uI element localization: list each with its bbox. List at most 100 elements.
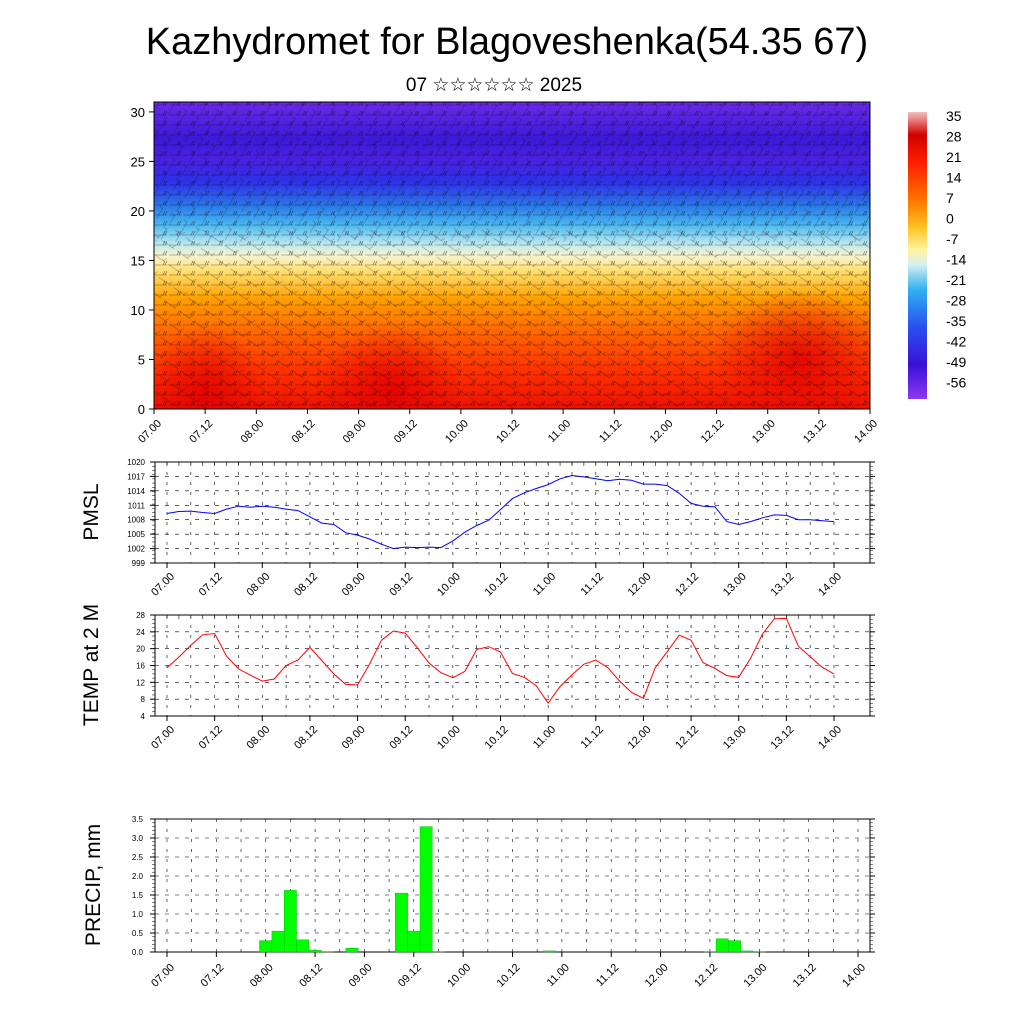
colorbar-label: 7 (946, 190, 954, 206)
precip-bar (296, 939, 310, 953)
x-tick-label: 12.12 (699, 418, 727, 446)
x-tick-label: 12.00 (648, 418, 676, 446)
precip-bar (345, 948, 359, 953)
precip-bar (259, 940, 273, 953)
x-tick-label: 12.00 (626, 571, 654, 599)
x-tick-label: 08.12 (292, 724, 320, 752)
x-tick-label: 14.00 (840, 962, 868, 990)
temp-series-line (166, 617, 835, 704)
colorbar-label: -42 (946, 334, 966, 350)
x-tick-label: 13.12 (769, 724, 797, 752)
y-tick-label: 15 (131, 253, 145, 268)
colorbar-label: -35 (946, 313, 966, 329)
colorbar-label: 35 (946, 108, 962, 124)
x-tick-label: 11.00 (531, 571, 558, 598)
x-tick-label: 09.12 (392, 418, 420, 446)
y-tick-label: 30 (131, 105, 145, 120)
colorbar-label: -56 (946, 375, 966, 391)
upper-air-panel: 0 5 10 15 20 25 30 07.00 07.12 08.00 08.12 09.00 09… (131, 101, 880, 446)
colorbar-label: -49 (946, 354, 966, 370)
precip-bar (419, 826, 433, 953)
x-tick-label: 10.00 (435, 724, 463, 752)
precip-bar (740, 950, 754, 953)
y-tick-label: 3.5 (132, 815, 144, 824)
y-tick-label: 20 (131, 204, 145, 219)
pmsl-panel: 999 1002 1005 1008 1011 1014 1017 1020 07.00 07.… (80, 458, 875, 599)
y-tick-label: 1005 (127, 530, 145, 539)
colorbar: 35 28 21 14 7 0 -7 -14 -21 -28 -35 -42 -49 -56 (908, 108, 966, 399)
precip-panel: 0.0 0.5 1.0 1.5 2.0 2.5 3.0 3.5 07.00 07.12 08.00… (82, 815, 875, 990)
x-tick-label: 11.12 (594, 962, 621, 989)
x-tick-label: 09.12 (396, 962, 424, 990)
precip-bar (715, 938, 729, 953)
x-tick-label: 08.12 (290, 418, 318, 446)
y-tick-label: 5 (138, 352, 145, 367)
colorbar-label: -21 (946, 272, 966, 288)
colorbar-label: -14 (946, 252, 966, 268)
figure-title: Kazhydromet for Blagoveshenka(54.35 67) (146, 21, 868, 63)
y-tick-label: 10 (131, 303, 145, 318)
precip-bar (284, 890, 297, 953)
x-tick-label: 12.00 (643, 962, 671, 990)
y-tick-label: 1020 (127, 458, 145, 467)
x-tick-label: 13.12 (801, 418, 829, 446)
colorbar-label: -28 (946, 293, 966, 309)
x-tick-label: 10.00 (443, 418, 471, 446)
y-tick-label: 24 (136, 628, 145, 637)
precip-bar (728, 940, 741, 953)
x-tick-label: 07.12 (187, 418, 215, 446)
x-tick-label: 12.12 (673, 571, 701, 599)
x-tick-label: 10.12 (483, 571, 511, 599)
x-tick-label: 14.00 (816, 724, 844, 752)
precip-bar (271, 930, 285, 953)
y-tick-label: 8 (141, 695, 146, 704)
precip-axis-label: PRECIP, mm (82, 824, 105, 946)
x-tick-label: 09.00 (340, 571, 368, 599)
colorbar-label: -7 (946, 231, 959, 247)
x-tick-label: 12.12 (673, 724, 701, 752)
temp-panel: 4 8 12 16 20 24 28 07.00 07.12 08.00 08.12 09.00 09… (80, 604, 875, 752)
x-tick-label: 13.00 (721, 724, 749, 752)
x-tick-label: 07.00 (136, 418, 164, 446)
x-tick-label: 07.00 (149, 724, 177, 752)
wind-barbs-layer (154, 102, 870, 242)
y-tick-label: 1008 (127, 516, 145, 525)
temp-axis-label: TEMP at 2 M (80, 604, 103, 726)
x-tick-label: 13.00 (741, 962, 769, 990)
x-tick-label: 10.12 (494, 418, 522, 446)
x-tick-label: 13.00 (750, 418, 778, 446)
x-tick-label: 13.00 (721, 571, 749, 599)
figure-subtitle: 07 ☆☆☆☆☆☆ 2025 (406, 75, 582, 96)
y-tick-label: 1011 (128, 501, 146, 510)
x-tick-label: 11.00 (546, 418, 573, 445)
x-tick-label: 09.00 (341, 418, 369, 446)
precip-bar (543, 950, 556, 953)
y-tick-label: 0.0 (132, 948, 144, 957)
colorbar-label: 28 (946, 129, 962, 145)
y-tick-label: 16 (136, 662, 145, 671)
y-tick-label: 2.0 (132, 872, 144, 881)
precip-bar (395, 892, 408, 953)
x-tick-label: 10.12 (483, 724, 511, 752)
x-tick-label: 08.00 (244, 571, 272, 599)
y-tick-label: 28 (136, 611, 145, 620)
x-tick-label: 08.12 (292, 571, 320, 599)
y-tick-label: 999 (132, 559, 146, 568)
precip-bar (407, 930, 421, 953)
x-tick-label: 10.00 (435, 571, 463, 599)
x-tick-label: 08.00 (244, 724, 272, 752)
colorbar-label: 21 (946, 149, 962, 165)
pmsl-series-line (166, 474, 835, 550)
colorbar-label: 14 (946, 170, 962, 186)
y-tick-label: 1014 (127, 487, 145, 496)
pmsl-axis-label: PMSL (80, 483, 103, 540)
x-tick-label: 09.12 (387, 571, 415, 599)
y-tick-label: 3.0 (132, 834, 144, 843)
x-tick-label: 14.00 (852, 418, 880, 446)
x-tick-label: 11.12 (579, 724, 606, 751)
x-tick-label: 07.12 (197, 571, 225, 599)
y-tick-label: 0.5 (132, 929, 144, 938)
y-tick-label: 20 (136, 645, 145, 654)
x-tick-label: 10.00 (445, 962, 473, 990)
colorbar-label: 0 (946, 211, 954, 227)
